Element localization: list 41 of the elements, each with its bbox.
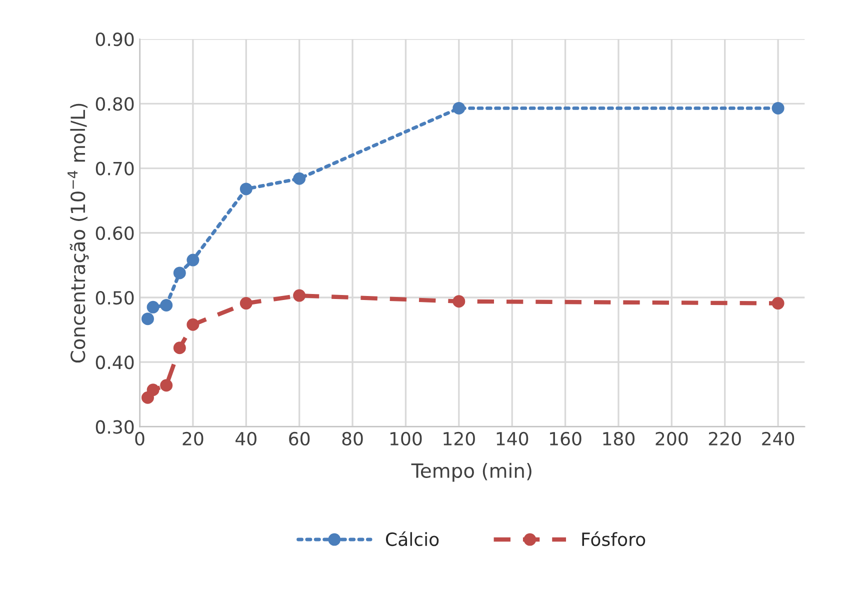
y-axis-title: Concentração (10$^{−4}$ mol/L) xyxy=(68,104,89,363)
point xyxy=(160,379,173,392)
point xyxy=(173,266,186,280)
x-tick-label: 120 xyxy=(444,432,475,446)
point xyxy=(141,312,154,326)
point xyxy=(240,297,252,310)
x-tick-label: 220 xyxy=(708,432,741,446)
point xyxy=(772,102,784,114)
y-tick-label: 0.70 xyxy=(96,162,134,176)
x-tick-label: 160 xyxy=(550,432,582,446)
y-tick-label: 0.40 xyxy=(96,356,134,370)
point xyxy=(146,300,160,314)
x-tick-label: 40 xyxy=(236,432,256,446)
point xyxy=(293,172,306,185)
x-axis-title: Tempo (min) xyxy=(411,462,532,482)
point xyxy=(186,318,200,331)
point xyxy=(240,182,252,196)
x-tick-label: 60 xyxy=(289,432,310,446)
point xyxy=(452,295,466,308)
x-tick-label: 200 xyxy=(656,432,688,446)
point xyxy=(293,289,306,302)
x-tick-label: 100 xyxy=(390,432,422,446)
y-tick-label: 0.60 xyxy=(96,226,134,240)
legend-label: Cálcio xyxy=(386,531,439,546)
x-tick-label: 0 xyxy=(135,432,144,446)
point xyxy=(146,384,160,396)
y-tick-label: 0.90 xyxy=(96,32,134,46)
x-tick-label: 20 xyxy=(182,432,204,446)
legend-label: Fósforo xyxy=(582,531,646,546)
point xyxy=(772,297,784,310)
x-tick-label: 180 xyxy=(603,432,635,446)
point xyxy=(186,254,200,266)
x-tick-label: 140 xyxy=(496,432,528,446)
point xyxy=(160,298,173,312)
point xyxy=(173,342,186,354)
x-tick-label: 240 xyxy=(762,432,794,446)
y-tick-label: 0.50 xyxy=(96,290,134,305)
x-tick-label: 80 xyxy=(342,432,363,446)
y-tick-label: 0.80 xyxy=(96,97,134,111)
y-tick-label: 0.30 xyxy=(96,420,134,434)
point xyxy=(452,102,466,114)
